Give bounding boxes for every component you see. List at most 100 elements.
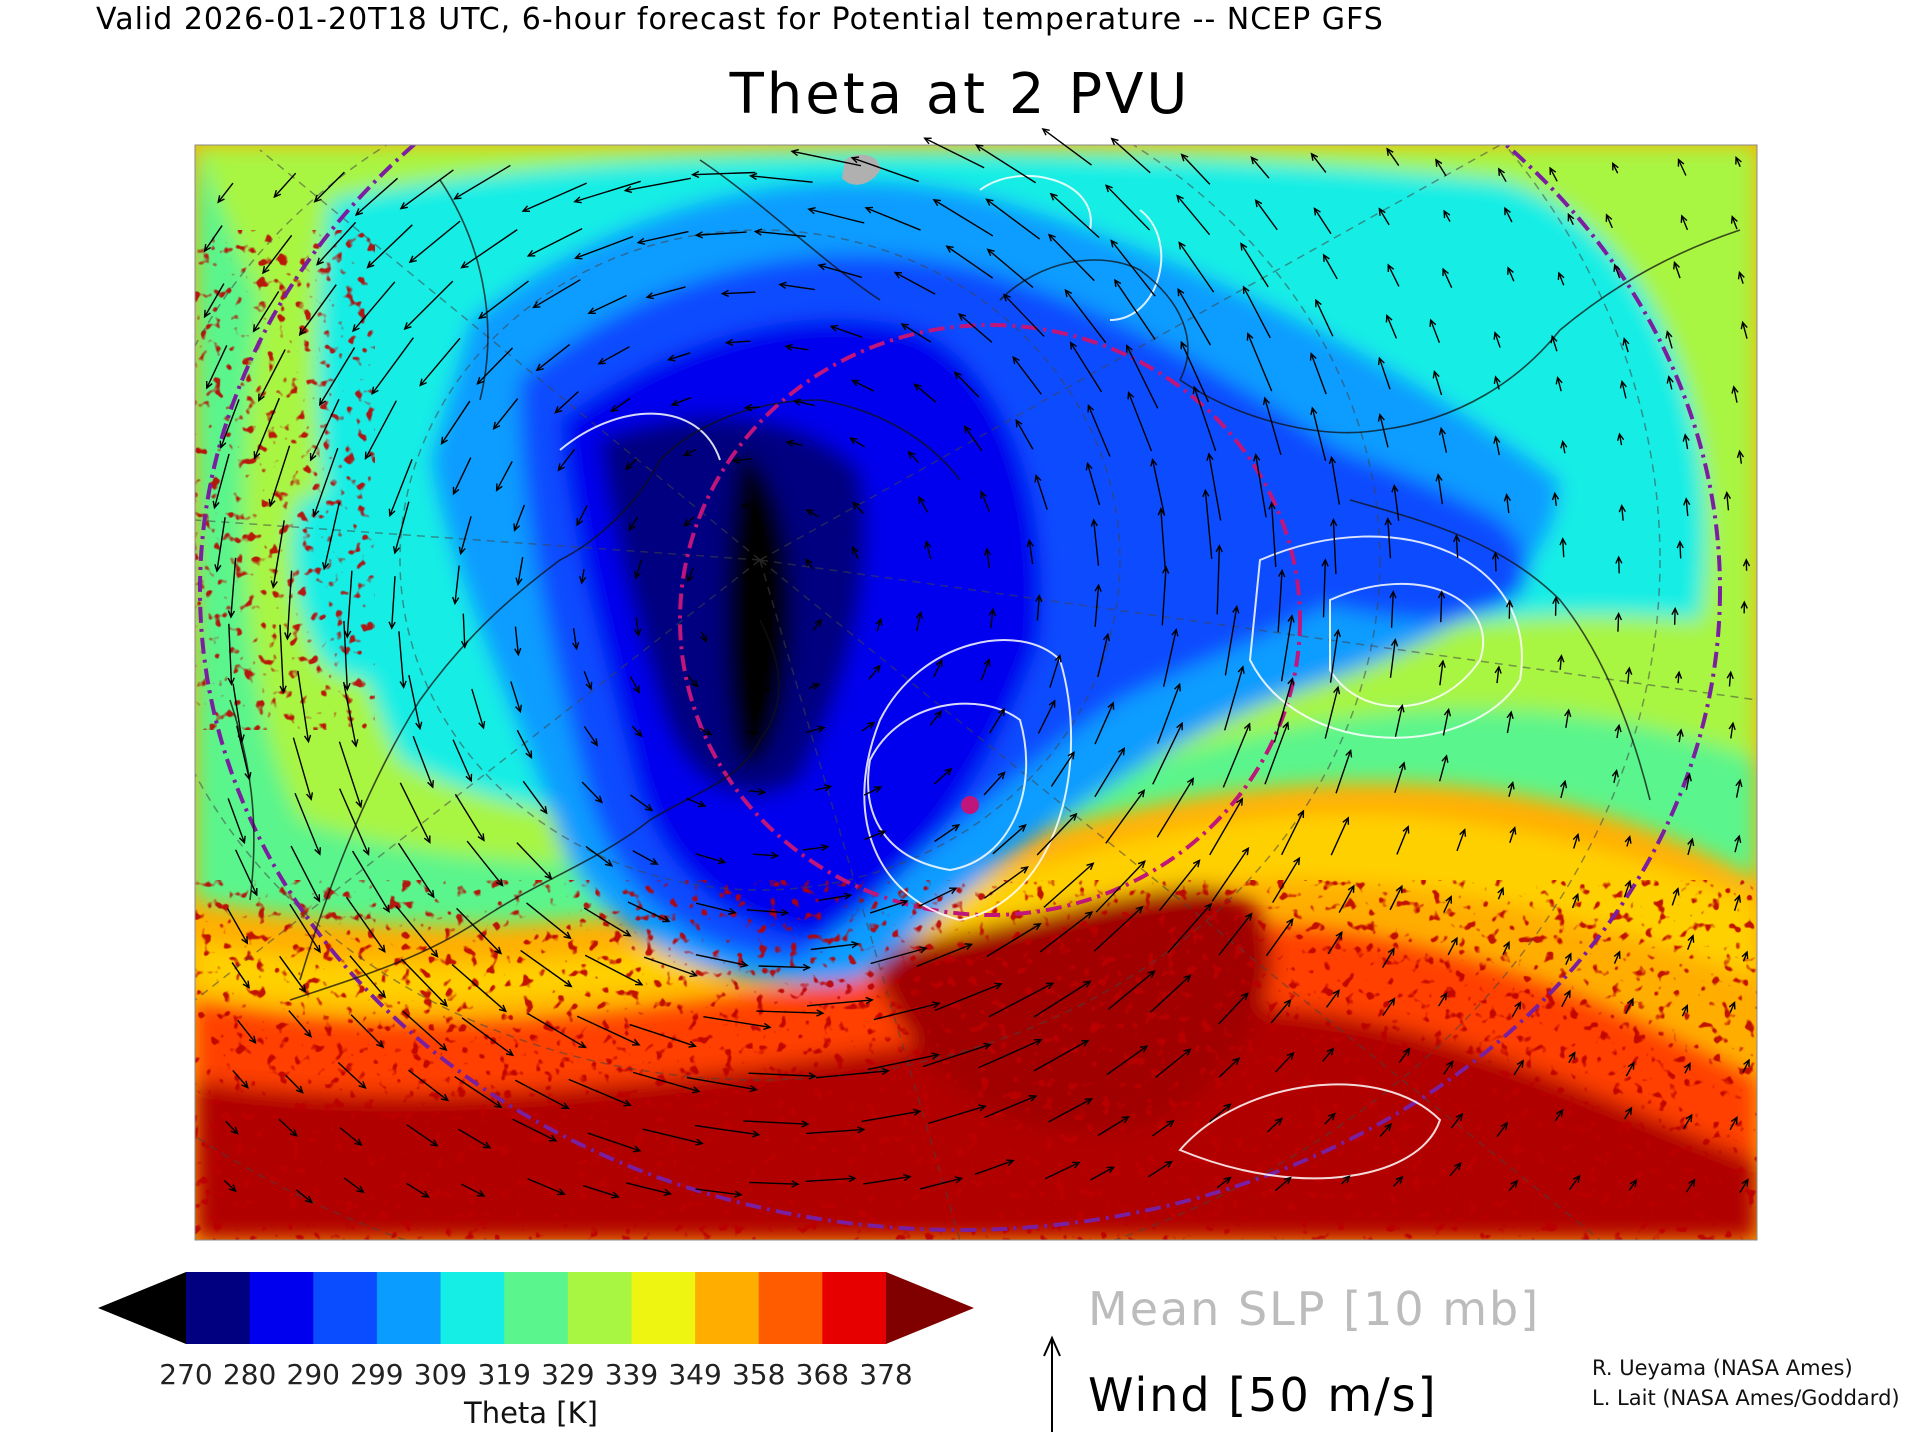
wind-vector — [345, 896, 386, 953]
wind-vector — [269, 445, 291, 507]
wind-vector — [364, 400, 397, 459]
wind-vector-head — [923, 137, 932, 145]
wind-vector — [226, 907, 248, 944]
wind-vector — [696, 231, 747, 236]
wind-vector-head — [1268, 501, 1276, 510]
wind-vector-head — [1094, 583, 1102, 592]
wind-vector-head — [1443, 209, 1451, 219]
wind-vector-head — [1240, 992, 1249, 1001]
wind-vector — [1562, 441, 1566, 454]
wind-vector-head — [477, 833, 485, 842]
wind-vector — [581, 569, 585, 584]
wind-vector-head — [1741, 950, 1749, 959]
wind-vector-head — [632, 1039, 641, 1046]
wind-vector — [934, 824, 960, 843]
wind-vector — [297, 670, 310, 742]
wind-vector-head — [1176, 194, 1184, 203]
wind-vector — [350, 1014, 384, 1048]
wind-vector — [462, 613, 466, 648]
wind-vector-head — [362, 847, 370, 856]
wind-vector — [686, 797, 706, 807]
wind-vector-head — [850, 379, 860, 387]
wind-vector-head — [1683, 1062, 1691, 1071]
wind-vector-head — [1613, 263, 1621, 272]
wind-vector-head — [1223, 1103, 1232, 1112]
wind-vector — [1250, 156, 1270, 179]
wind-vector — [1048, 234, 1095, 282]
wind-vector — [1162, 629, 1177, 687]
wind-vector-head — [1110, 137, 1119, 146]
colorbar-tick-label: 319 — [477, 1358, 531, 1391]
wind-vector — [1685, 498, 1689, 517]
wind-vector-head — [351, 739, 359, 748]
wind-vector-head — [1202, 488, 1210, 498]
wind-vector-head — [1215, 544, 1223, 553]
wind-vector-head — [306, 792, 314, 801]
wind-vector-head — [1084, 911, 1094, 919]
wind-vector — [576, 1015, 640, 1046]
wind-vector-head — [1440, 992, 1448, 1001]
wind-vector-head — [1680, 214, 1688, 223]
wind-vector — [611, 397, 631, 412]
wind-vector-head — [1378, 207, 1386, 216]
wind-vector — [452, 739, 472, 782]
wind-vector — [1280, 615, 1293, 682]
wind-vector-head — [304, 1029, 313, 1038]
wind-vector-head — [1507, 780, 1515, 790]
wind-vector-head — [1624, 835, 1632, 844]
wind-vector-head — [1192, 385, 1200, 395]
wind-vector — [288, 1010, 312, 1037]
wind-vector — [1613, 951, 1621, 964]
wind-vector — [454, 1076, 502, 1108]
wind-vector — [458, 1128, 491, 1149]
wind-vector-head — [1283, 998, 1292, 1008]
wind-vector-head — [893, 271, 903, 279]
wind-vector — [285, 1074, 304, 1094]
wind-vector-head — [1432, 369, 1440, 379]
wind-vector-head — [934, 710, 943, 719]
wind-vector-head — [1612, 161, 1619, 171]
wind-vector — [1562, 538, 1565, 558]
wind-vector-head — [344, 630, 352, 639]
wind-vector — [694, 1124, 760, 1136]
wind-vector-head — [1568, 1051, 1576, 1060]
wind-vector-head — [740, 501, 750, 509]
wind-vector-head — [1552, 595, 1560, 605]
wind-vector-head — [440, 1093, 450, 1102]
wind-vector — [406, 1182, 429, 1198]
wind-vector — [814, 785, 831, 791]
wind-vector — [1561, 990, 1571, 1008]
wind-vector-head — [1113, 278, 1122, 288]
map-panel — [195, 145, 1757, 1240]
wind-vector-head — [452, 486, 460, 496]
wind-vector-head — [1497, 886, 1505, 896]
wind-vector — [989, 609, 994, 629]
wind-vector — [583, 670, 592, 690]
wind-vector-head — [805, 509, 814, 517]
wind-vector — [1265, 918, 1294, 957]
wind-vector-head — [1054, 653, 1062, 663]
wind-vector — [1242, 286, 1271, 339]
wind-vector — [1105, 789, 1145, 844]
wind-vector-head — [780, 908, 790, 917]
wind-vector — [934, 983, 1002, 1012]
wind-vector — [1274, 1177, 1292, 1192]
wind-vector — [1050, 751, 1075, 787]
wind-vector-head — [1287, 614, 1295, 623]
map-title: Theta at 2 PVU — [729, 62, 1191, 127]
wind-vector-head — [415, 721, 423, 731]
wind-vector — [1396, 826, 1409, 855]
wind-vector-head — [576, 517, 584, 527]
wind-vector — [876, 618, 882, 632]
wind-vector — [1105, 184, 1151, 231]
wind-vector-head — [1438, 426, 1447, 436]
wind-vector — [695, 1188, 742, 1196]
wind-vector — [703, 1015, 771, 1029]
wind-vector — [924, 137, 985, 169]
wind-vector — [1152, 722, 1183, 785]
wind-vector-head — [419, 378, 427, 387]
wind-vector-head — [900, 323, 909, 331]
wind-vector — [295, 1189, 313, 1203]
wind-vector — [756, 1010, 823, 1014]
wind-vector — [1573, 834, 1579, 849]
